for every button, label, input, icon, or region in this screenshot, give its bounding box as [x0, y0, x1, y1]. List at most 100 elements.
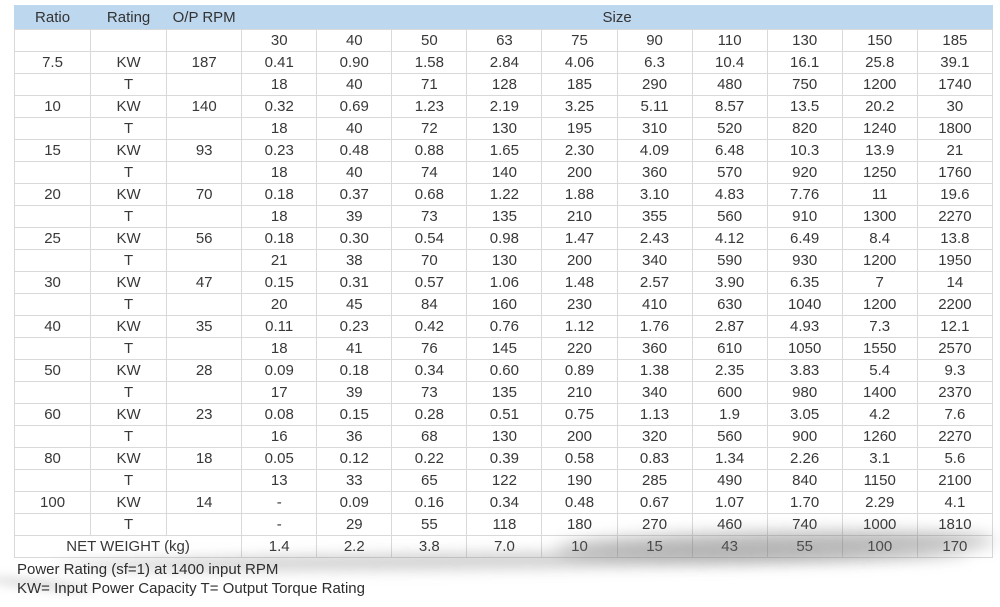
rating-cell: KW — [90, 183, 168, 206]
ratio-cell — [13, 293, 92, 316]
op-rpm-cell — [166, 117, 243, 140]
rating-cell: KW — [90, 227, 168, 250]
kw-value-cell: 0.39 — [466, 447, 543, 470]
kw-value-cell: 0.58 — [541, 447, 618, 470]
t-value-cell: 130 — [466, 425, 543, 448]
kw-value-cell: 5.11 — [616, 95, 693, 118]
kw-value-cell: 21 — [916, 139, 994, 162]
t-value-cell: 195 — [541, 117, 618, 140]
t-value-cell: 560 — [691, 205, 768, 228]
kw-value-cell: 0.60 — [466, 359, 543, 382]
t-value-cell: 2570 — [916, 337, 994, 360]
kw-value-cell: 0.42 — [391, 315, 468, 338]
kw-value-cell: 4.93 — [766, 315, 843, 338]
size-cell: 50 — [391, 29, 468, 52]
t-value-cell: 220 — [541, 337, 618, 360]
table-row: T 18 40 71 128 185 290 480 750 1200 1740 — [13, 73, 994, 96]
t-value-cell: 135 — [466, 205, 543, 228]
t-value-cell: 36 — [316, 425, 393, 448]
t-value-cell: 200 — [541, 425, 618, 448]
size-cell: 40 — [316, 29, 393, 52]
t-value-cell: 340 — [616, 381, 693, 404]
t-value-cell: 84 — [391, 293, 468, 316]
kw-value-cell: 1.38 — [616, 359, 693, 382]
kw-value-cell: 8.4 — [841, 227, 918, 250]
kw-value-cell: 0.34 — [391, 359, 468, 382]
table-row: T 16 36 68 130 200 320 560 900 1260 2270 — [13, 425, 994, 448]
op-rpm-cell — [166, 205, 243, 228]
kw-value-cell: 2.43 — [616, 227, 693, 250]
kw-value-cell: 1.22 — [466, 183, 543, 206]
t-value-cell: 130 — [466, 117, 543, 140]
kw-value-cell: 4.09 — [616, 139, 693, 162]
kw-value-cell: 0.41 — [241, 51, 318, 74]
kw-value-cell: 7 — [841, 271, 918, 294]
kw-value-cell: 2.87 — [691, 315, 768, 338]
ratio-cell: 40 — [13, 315, 92, 338]
kw-value-cell: 11 — [841, 183, 918, 206]
t-value-cell: 45 — [316, 293, 393, 316]
kw-value-cell: 10.4 — [691, 51, 768, 74]
table-row: 25 KW 56 0.18 0.30 0.54 0.98 1.47 2.43 4.12 6.49 8.… — [13, 227, 994, 250]
footnote-abbreviations: KW= Input Power Capacity T= Output Torqu… — [17, 580, 365, 597]
kw-value-cell: 8.57 — [691, 95, 768, 118]
kw-value-cell: 0.15 — [241, 271, 318, 294]
kw-value-cell: 0.28 — [391, 403, 468, 426]
t-value-cell: 900 — [766, 425, 843, 448]
t-value-cell: 1300 — [841, 205, 918, 228]
kw-value-cell: 1.58 — [391, 51, 468, 74]
op-rpm-cell: 23 — [166, 403, 243, 426]
ratio-cell: 30 — [13, 271, 92, 294]
rating-cell: T — [90, 337, 168, 360]
table-row: 20 KW 70 0.18 0.37 0.68 1.22 1.88 3.10 4.83 7.76 11… — [13, 183, 994, 206]
size-cell: 63 — [466, 29, 543, 52]
op-rpm-cell — [166, 161, 243, 184]
rating-cell: T — [90, 513, 168, 536]
t-value-cell: 1000 — [841, 513, 918, 536]
table-row: 100 KW 14-0.09 0.16 0.34 0.48 0.67 1.07 1.70 2.29… — [13, 491, 994, 514]
rating-cell: KW — [90, 491, 168, 514]
net-weight-value-cell: 3.8 — [391, 535, 468, 558]
kw-value-cell: 0.48 — [541, 491, 618, 514]
t-value-cell: 55 — [391, 513, 468, 536]
rating-cell: KW — [90, 95, 168, 118]
t-value-cell: 600 — [691, 381, 768, 404]
t-value-cell: 1250 — [841, 161, 918, 184]
t-value-cell: 2100 — [916, 469, 994, 492]
ratio-cell: 100 — [13, 491, 92, 514]
kw-value-cell: 12.1 — [916, 315, 994, 338]
net-weight-row: NET WEIGHT (kg) 1.4 2.2 3.8 7.0 10 15 43 55 100 17… — [13, 535, 994, 558]
table-row: 7.5 KW 187 0.41 0.90 1.58 2.84 4.06 6.3 10.4 16.1 2… — [13, 51, 994, 74]
t-value-cell: 73 — [391, 205, 468, 228]
rating-cell: T — [90, 469, 168, 492]
kw-value-cell: 25.8 — [841, 51, 918, 74]
t-value-cell: 18 — [241, 73, 318, 96]
t-value-cell: 1550 — [841, 337, 918, 360]
table-row: T 20 45 84 160 230 410 630 1040 1200 2200 — [13, 293, 994, 316]
kw-value-cell: 0.98 — [466, 227, 543, 250]
table-row: 80 KW 18 0.05 0.12 0.22 0.39 0.58 0.83 1.34 2.26 3.… — [13, 447, 994, 470]
t-value-cell: 29 — [316, 513, 393, 536]
table-row: T -29 55 118 180 270 460 740 1000 1810 — [13, 513, 994, 536]
table-row: 40 KW 35 0.11 0.23 0.42 0.76 1.12 1.76 2.87 4.93 7.… — [13, 315, 994, 338]
ratio-cell: 10 — [13, 95, 92, 118]
rating-cell: T — [90, 293, 168, 316]
kw-value-cell: 19.6 — [916, 183, 994, 206]
kw-value-cell: 1.76 — [616, 315, 693, 338]
kw-value-cell: 0.18 — [241, 183, 318, 206]
t-value-cell: 72 — [391, 117, 468, 140]
kw-value-cell: 0.32 — [241, 95, 318, 118]
t-value-cell: 210 — [541, 205, 618, 228]
kw-value-cell: 0.76 — [466, 315, 543, 338]
kw-value-cell: 0.54 — [391, 227, 468, 250]
t-value-cell: 18 — [241, 337, 318, 360]
ratio-cell: 20 — [13, 183, 92, 206]
op-rpm-cell — [166, 513, 243, 536]
t-value-cell: 910 — [766, 205, 843, 228]
kw-value-cell: 0.57 — [391, 271, 468, 294]
net-weight-value-cell: 15 — [616, 535, 693, 558]
size-cell: 150 — [841, 29, 918, 52]
t-value-cell: 1740 — [916, 73, 994, 96]
kw-value-cell: 13.9 — [841, 139, 918, 162]
size-header-row: 30 40 50 63 75 90 110 130 150 185 — [13, 29, 994, 52]
